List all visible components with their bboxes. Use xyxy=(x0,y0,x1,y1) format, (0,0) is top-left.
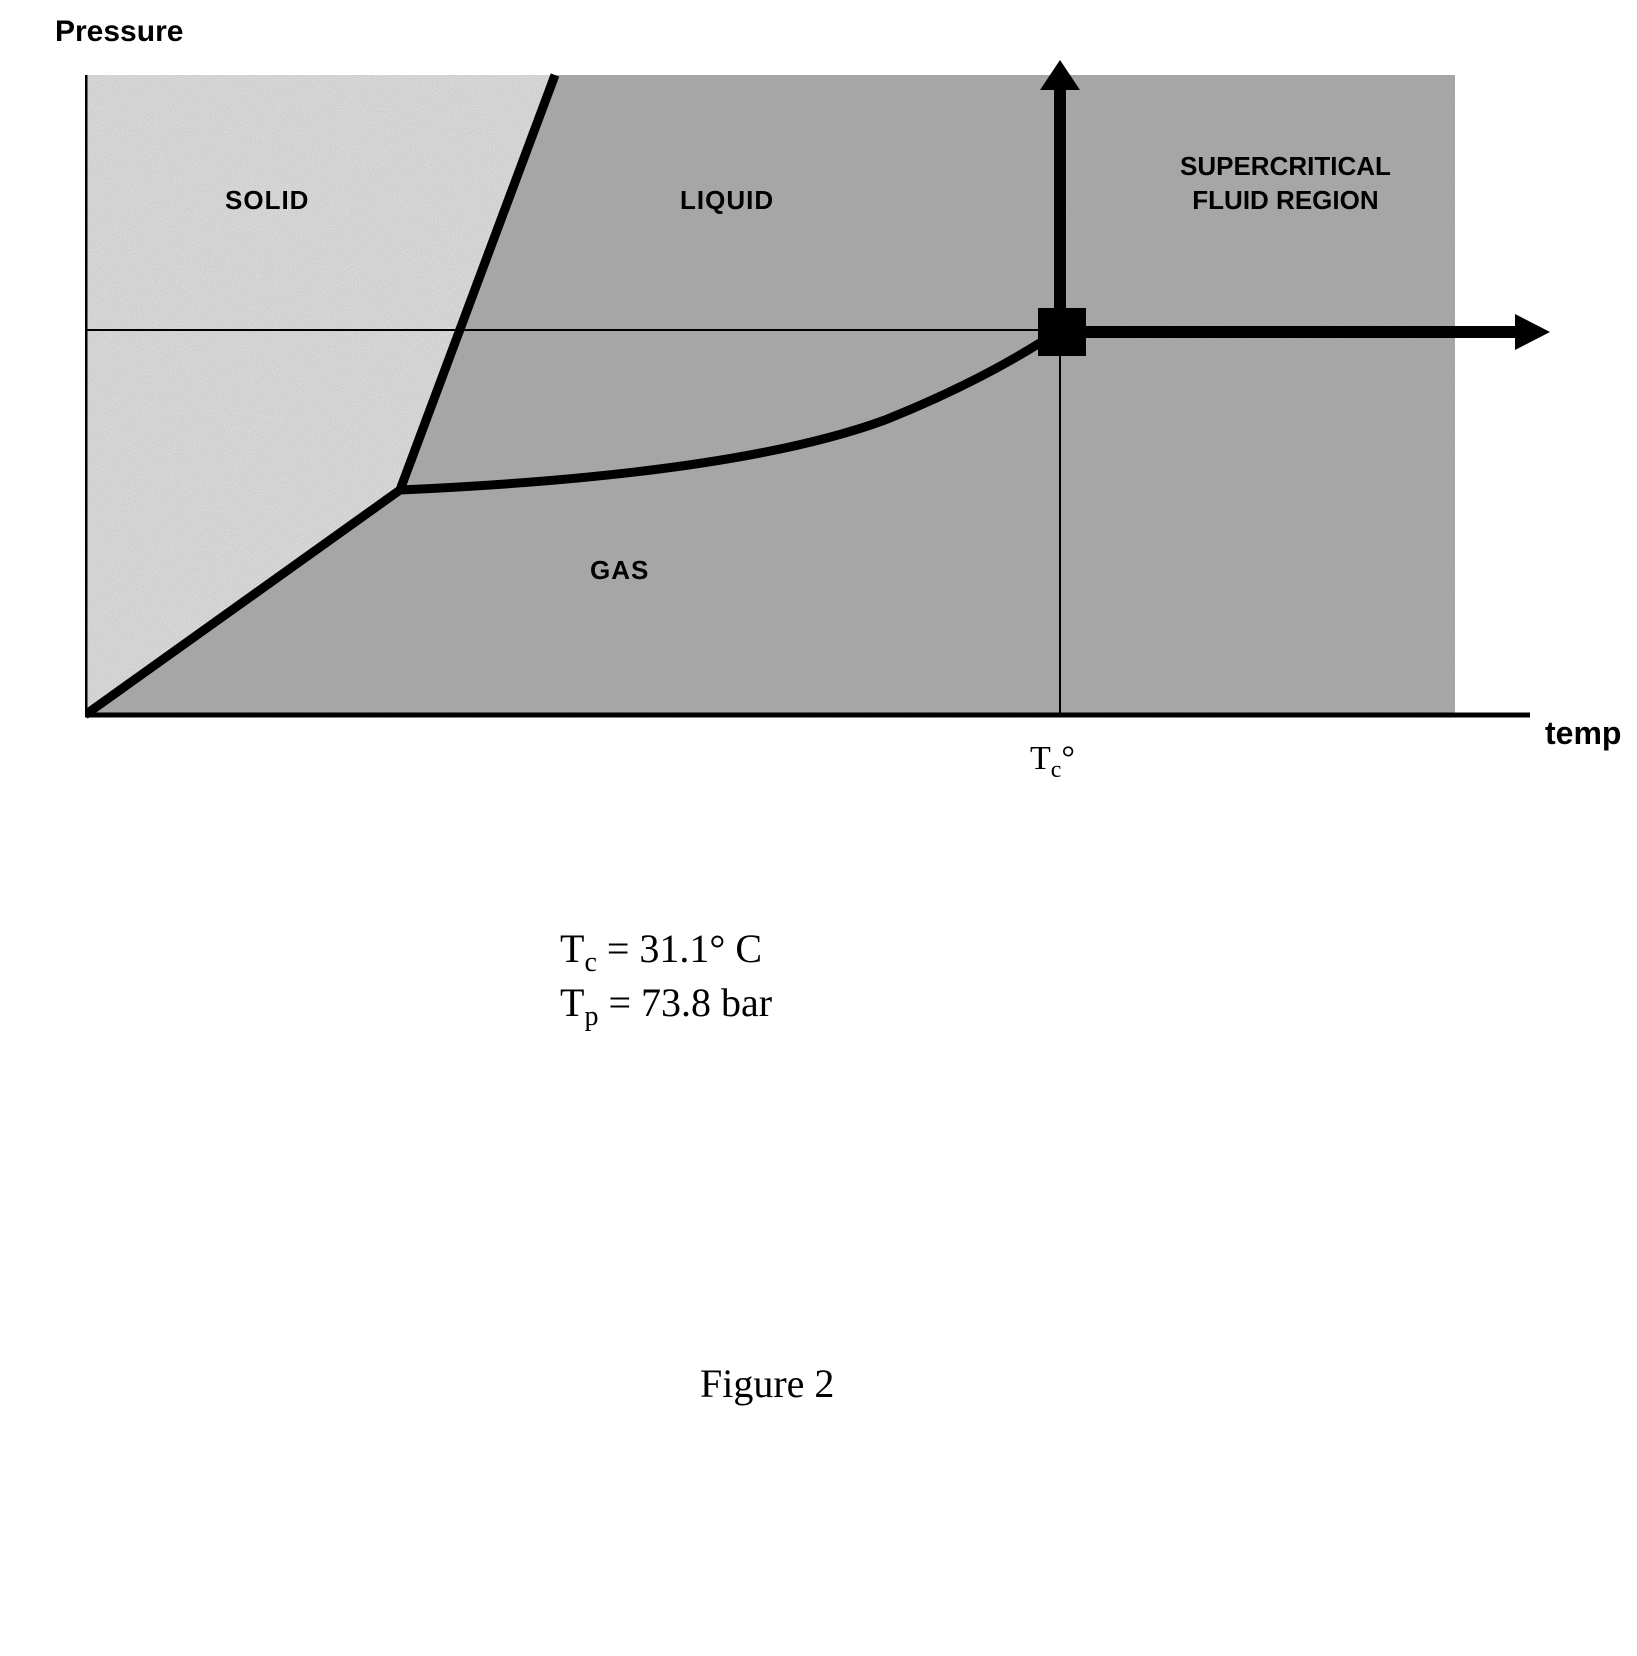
liquid-label: LIQUID xyxy=(680,185,774,216)
tc-tick-label: Tc° xyxy=(1030,740,1075,784)
supercritical-arrowhead-right xyxy=(1515,314,1550,350)
supercritical-label-line2: FLUID REGION xyxy=(1192,185,1378,215)
gas-label: GAS xyxy=(590,555,649,586)
supercritical-label-line1: SUPERCRITICAL xyxy=(1180,151,1391,181)
supercritical-label: SUPERCRITICAL FLUID REGION xyxy=(1180,150,1391,218)
solid-label: SOLID xyxy=(225,185,309,216)
tp-value: Tp = 73.8 bar xyxy=(560,979,772,1033)
figure-caption: Figure 2 xyxy=(700,1360,834,1407)
x-axis-label: temp xyxy=(1545,715,1621,752)
tc-value: Tc = 31.1° C xyxy=(560,925,772,979)
critical-values: Tc = 31.1° C Tp = 73.8 bar xyxy=(560,925,772,1033)
page: Pressure xyxy=(0,0,1637,1656)
y-axis-label: Pressure xyxy=(55,15,183,49)
